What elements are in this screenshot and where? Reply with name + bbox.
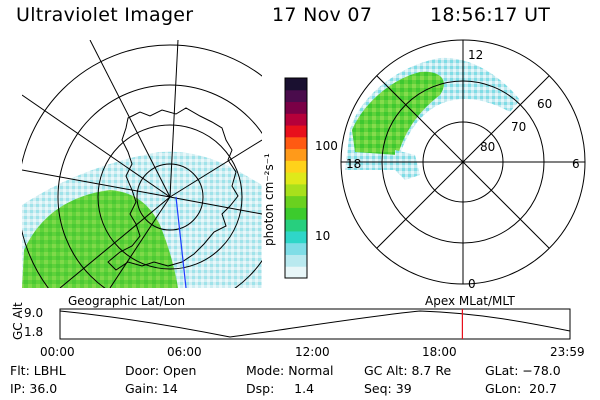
colorbar-swatch [285, 89, 307, 103]
colorbar-swatch [285, 136, 307, 150]
colorbar-swatch [285, 172, 307, 185]
colorbar-swatch [285, 183, 307, 197]
colorbar-swatch [285, 254, 307, 267]
colorbar-swatch [285, 242, 307, 255]
time-tick-2359: 23:59 [550, 345, 585, 359]
mlat-label-70: 70 [511, 120, 527, 134]
status-gcalt: GC Alt: 8.7 Re [364, 363, 452, 378]
timeline-ylabel: GC Alt [11, 302, 25, 340]
date-label: 17 Nov 07 [272, 4, 373, 26]
status-door: Door: Open [125, 363, 197, 378]
status-glat: GLat: −78.0 [485, 363, 561, 378]
colorbar-swatch [285, 125, 307, 138]
status-gain: Gain: 14 [125, 381, 178, 396]
colorbar [284, 77, 308, 279]
timeline-ymin: 1.8 [24, 325, 44, 339]
time-tick-1200: 12:00 [295, 345, 330, 359]
colorbar-swatch [285, 101, 307, 114]
mlt-label-18: 18 [346, 157, 362, 171]
time-tick-1800: 18:00 [422, 345, 457, 359]
status-ip: IP: 36.0 [10, 381, 58, 396]
mlat-label-60: 60 [537, 97, 553, 111]
instrument-title: Ultraviolet Imager [16, 4, 194, 26]
timeline-ymax: 9.0 [24, 306, 44, 320]
time-tick-0000: 00:00 [40, 345, 75, 359]
colorbar-swatch [285, 195, 307, 208]
status-mode: Mode: Normal [246, 363, 334, 378]
mlt-label-6: 6 [572, 157, 580, 171]
colorbar-swatch [285, 207, 307, 220]
colorbar-swatch [285, 160, 307, 173]
left-map-label: Geographic Lat/Lon [68, 294, 186, 308]
orbit-altitude-plot [59, 308, 571, 340]
time-label: 18:56:17 UT [430, 4, 551, 26]
mlt-label-0: 0 [468, 277, 476, 291]
status-seq: Seq: 39 [364, 381, 412, 396]
colorbar-swatch [285, 219, 307, 232]
colorbar-frame [284, 77, 308, 279]
mlat-label-80: 80 [480, 140, 496, 154]
time-tick-0600: 06:00 [167, 345, 202, 359]
status-glon: GLon: 20.7 [485, 381, 557, 396]
status-dsp: Dsp: 1.4 [246, 381, 315, 396]
colorbar-swatch [285, 230, 307, 244]
colorbar-swatch [285, 113, 307, 126]
colorbar-swatch [285, 148, 307, 161]
status-flt: Flt: LBHL [10, 363, 66, 378]
colorbar-tick-100: 100 [315, 139, 338, 153]
colorbar-swatch [285, 78, 307, 91]
colorbar-tick-10: 10 [315, 229, 331, 243]
mlt-label-12: 12 [468, 48, 484, 62]
altitude-curve [59, 310, 571, 338]
right-map-label: Apex MLat/MLT [425, 294, 515, 308]
colorbar-swatch [285, 266, 307, 279]
